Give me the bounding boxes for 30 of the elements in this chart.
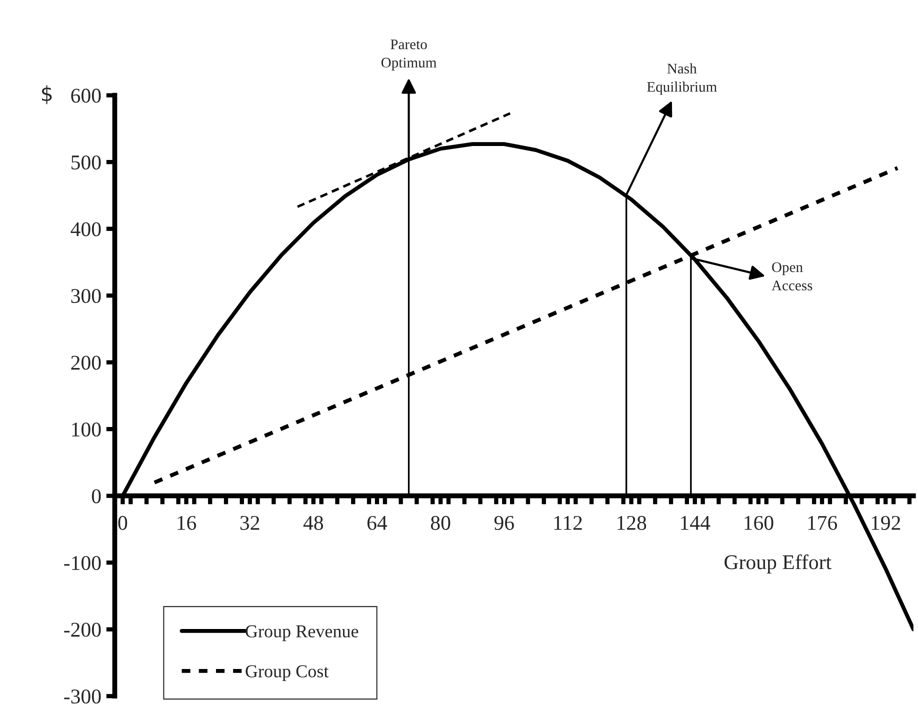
x-tick-label: 192	[872, 516, 900, 530]
y-tick-label: 300	[71, 288, 101, 304]
x-tick-label: 48	[303, 516, 324, 530]
x-tick-label: 64	[367, 516, 388, 530]
annotation: Pareto Optimum	[381, 40, 437, 71]
annotation: Open Access	[772, 262, 812, 290]
y-tick-label: 600	[71, 88, 101, 103]
x-tick-label: 80	[430, 516, 450, 530]
y-axis-title: $	[42, 85, 52, 104]
x-axis-title: Group Effort	[724, 554, 832, 574]
y-tick-label: -200	[64, 622, 101, 637]
y-tick-label: 200	[71, 356, 101, 370]
x-tick-label: 112	[554, 516, 582, 530]
x-tick-label: 0	[118, 516, 128, 530]
y-tick-label: -300	[64, 689, 101, 704]
annotation: Nash Equilibrium	[647, 63, 717, 95]
y-tick-label: 0	[92, 489, 101, 504]
legend-label: Group Revenue	[246, 625, 358, 642]
y-tick-label: 100	[72, 422, 101, 437]
x-tick-label: 96	[494, 516, 514, 530]
y-tick-label: 400	[70, 222, 101, 236]
x-tick-label: 160	[744, 516, 774, 530]
x-tick-label: 32	[240, 516, 260, 530]
x-tick-label: 16	[178, 516, 196, 530]
y-tick-label: 500	[72, 155, 101, 170]
x-tick-label: 144	[681, 516, 710, 530]
x-tick-label: 128	[618, 516, 646, 530]
legend-label: Group Cost	[246, 665, 329, 682]
y-tick-label: -100	[64, 556, 101, 570]
x-tick-label: 176	[808, 516, 838, 530]
